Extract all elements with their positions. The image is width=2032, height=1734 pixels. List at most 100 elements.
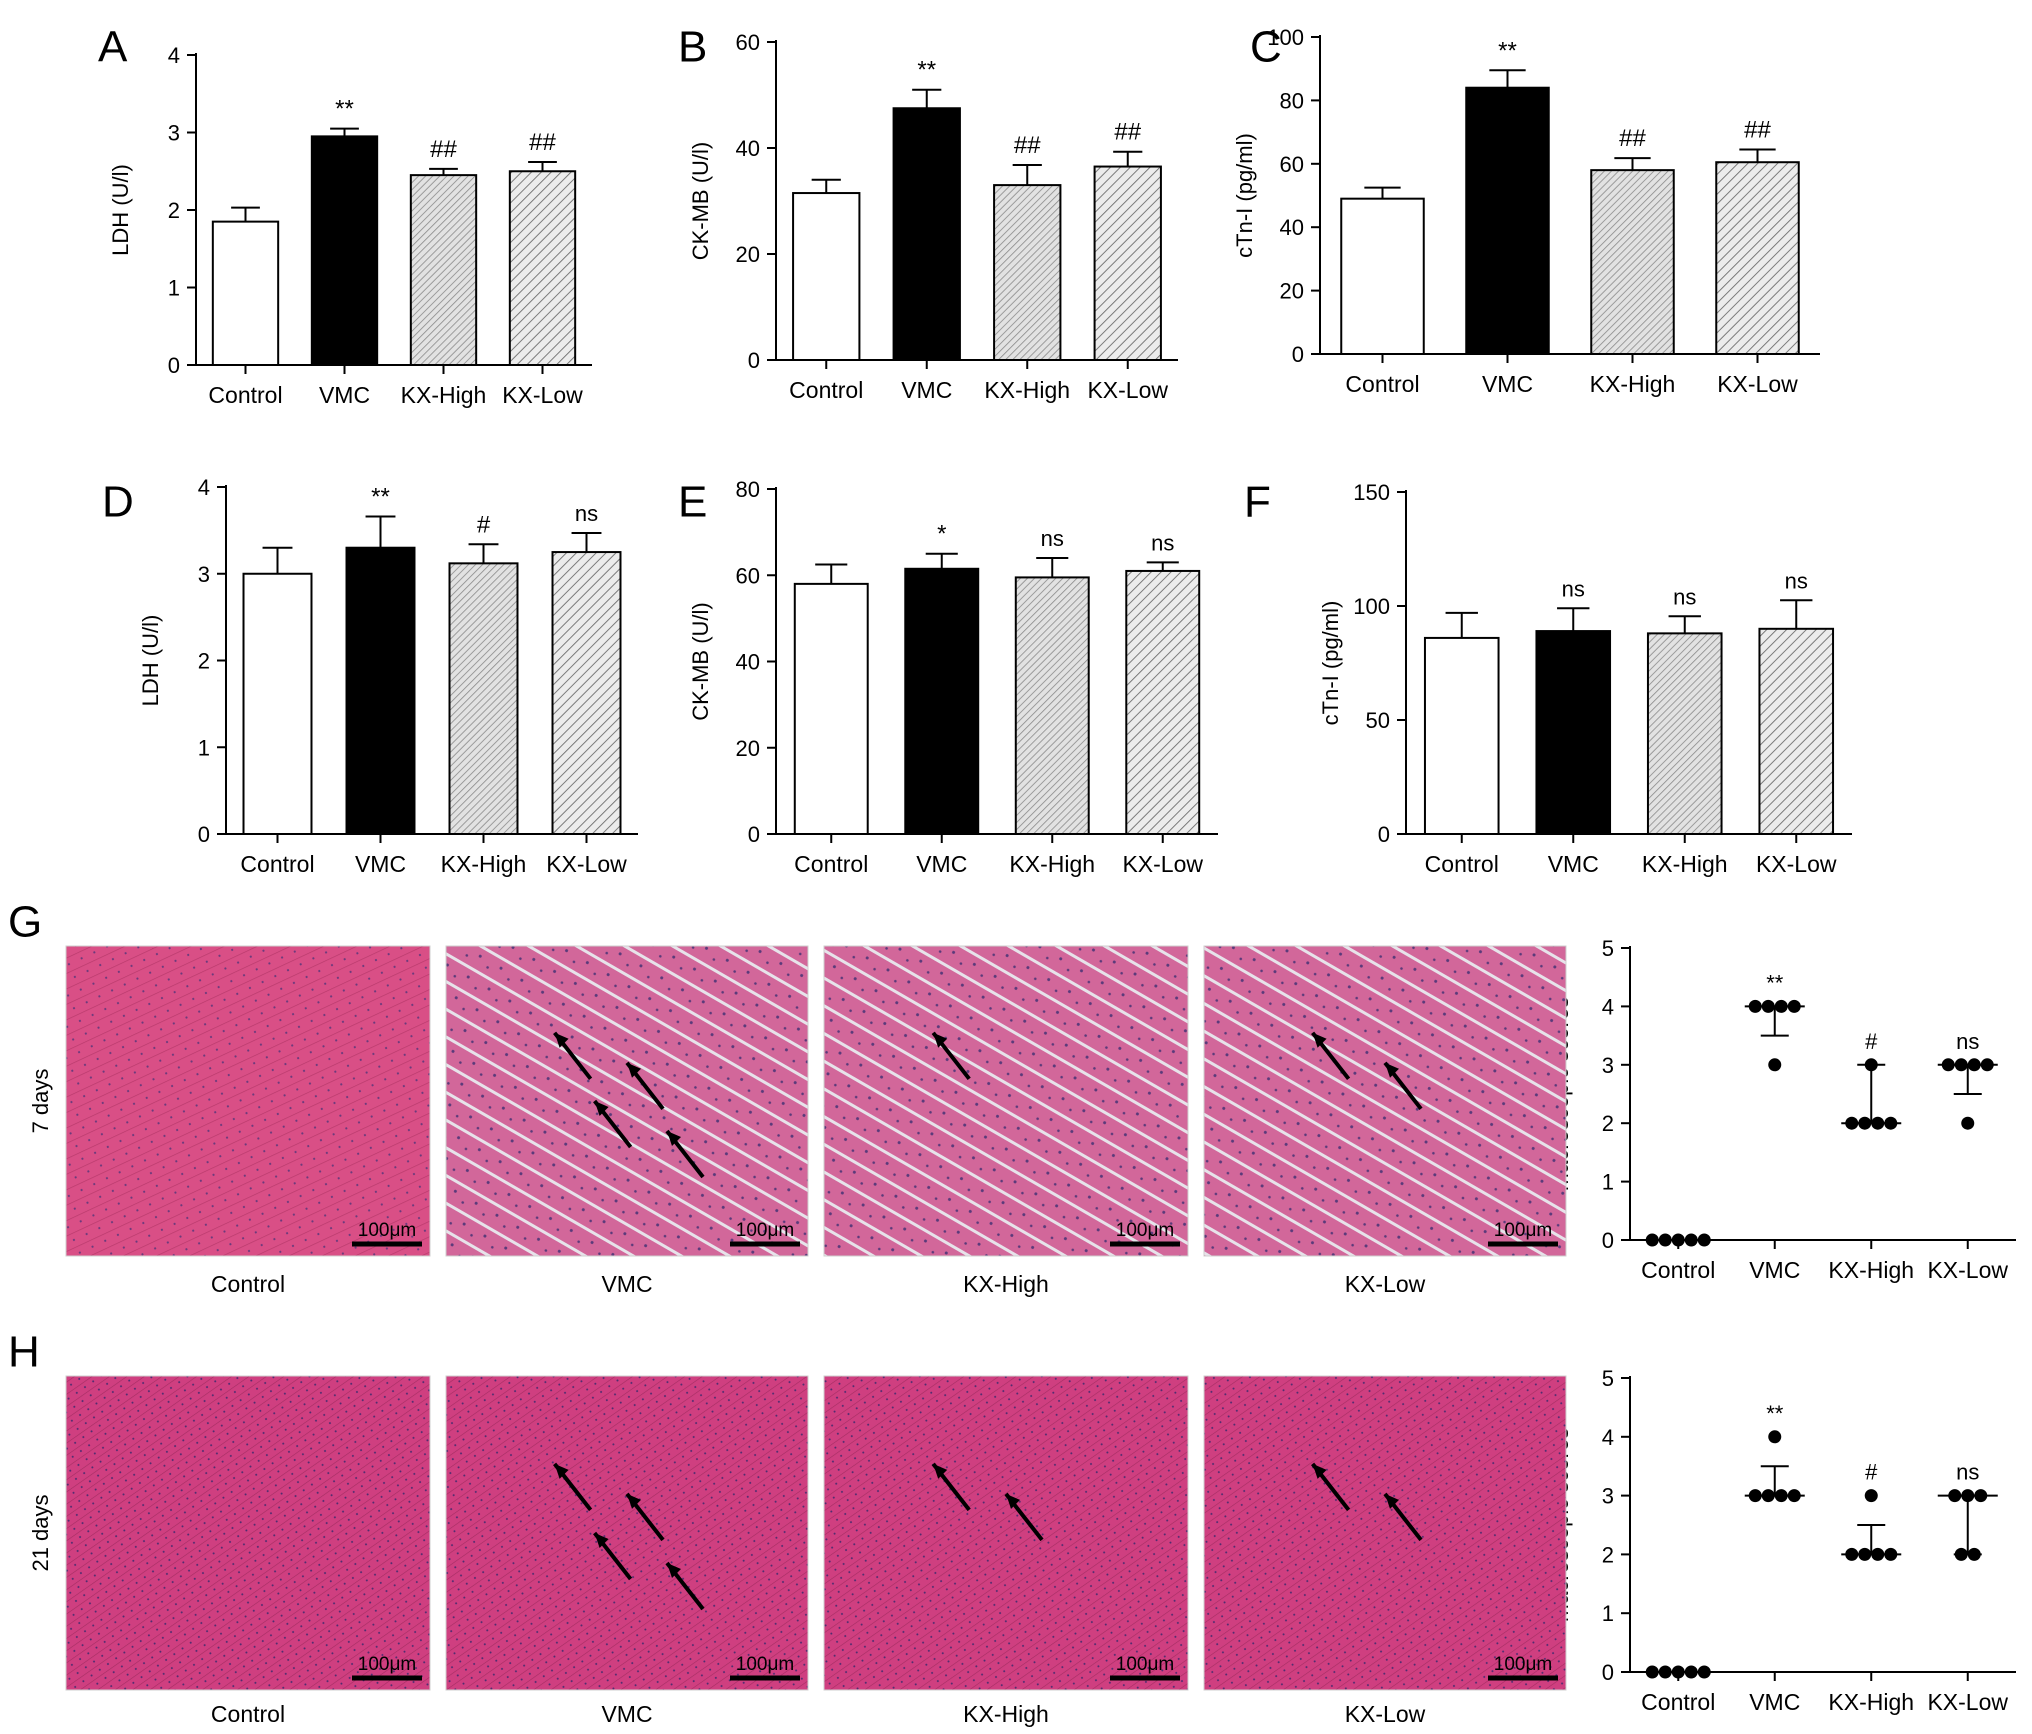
- panel-label: G: [8, 898, 42, 947]
- y-tick-label: 3: [1602, 1053, 1614, 1078]
- x-tick-label: KX-High: [441, 851, 527, 877]
- data-point: [1864, 1489, 1878, 1503]
- y-tick-label: 60: [736, 30, 760, 55]
- significance-label: ##: [1744, 117, 1771, 144]
- significance-label: *: [937, 521, 946, 548]
- y-axis-label: LDH (U/l): [108, 164, 133, 256]
- arrow-head-icon: [594, 1533, 609, 1548]
- significance-label: #: [1865, 1460, 1878, 1485]
- y-axis-label: CK-MB (U/l): [688, 602, 713, 721]
- significance-label: **: [917, 57, 936, 84]
- row-label: 21 days: [28, 1494, 53, 1571]
- significance-label: ns: [1041, 526, 1064, 551]
- bar: [1465, 86, 1550, 355]
- arrow-head-icon: [1312, 1032, 1327, 1048]
- panel-f-chart: F 0 50 100 150 cTn-I (pg/ml) Control VMC KX-High…: [1244, 478, 1852, 877]
- histology-image: [824, 1376, 1188, 1690]
- panel-a-chart: A 0 1 2 3 4 LDH (U/l) Control VMC KX-High KX-Low **…: [98, 23, 592, 408]
- significance-label: **: [371, 483, 390, 510]
- bar: [1014, 576, 1090, 835]
- image-caption: KX-High: [963, 1701, 1049, 1727]
- y-tick-label: 20: [736, 242, 760, 267]
- y-tick-label: 1: [168, 276, 180, 301]
- bar: [1646, 632, 1723, 835]
- arrow-head-icon: [627, 1493, 641, 1509]
- significance-label: #: [477, 511, 491, 538]
- bar: [1093, 165, 1162, 361]
- image-border: [65, 945, 431, 1257]
- histology-image: [446, 1376, 808, 1690]
- image-caption: KX-High: [963, 1271, 1049, 1297]
- arrow-head-icon: [1385, 1062, 1399, 1078]
- significance-label: ns: [1956, 1460, 1979, 1485]
- data-point: [1768, 1430, 1782, 1444]
- bar: [904, 567, 980, 835]
- panel-e-chart: E 0 20 40 60 80 CK-MB (U/l) Control VMC KX-High KX…: [678, 477, 1218, 877]
- y-tick-label: 1: [1602, 1170, 1614, 1195]
- bar: [892, 107, 961, 361]
- y-tick-label: 100: [1353, 594, 1390, 619]
- arrow-head-icon: [554, 1032, 569, 1048]
- y-tick-label: 0: [198, 822, 210, 847]
- bar: [1340, 197, 1425, 355]
- y-tick-label: 20: [1280, 279, 1304, 304]
- significance-label: ##: [529, 129, 556, 156]
- x-tick-label: KX-High: [1828, 1257, 1914, 1283]
- y-tick-label: 3: [168, 121, 180, 146]
- x-tick-label: VMC: [901, 377, 952, 403]
- y-tick-label: 80: [1280, 88, 1304, 113]
- bar: [211, 220, 280, 366]
- panel-b-chart: B 0 20 40 60 CK-MB (U/l) Control VMC KX-High KX-L…: [678, 23, 1178, 403]
- significance-label: ##: [430, 136, 457, 163]
- significance-label: ns: [1562, 576, 1585, 601]
- x-tick-label: Control: [1641, 1689, 1715, 1715]
- significance-label: ns: [1151, 530, 1174, 555]
- y-tick-label: 60: [736, 563, 760, 588]
- x-tick-label: KX-High: [1009, 851, 1095, 877]
- x-tick-label: KX-High: [401, 382, 487, 408]
- x-tick-label: VMC: [1749, 1257, 1800, 1283]
- y-tick-label: 100: [1267, 25, 1304, 50]
- x-tick-label: KX-Low: [546, 851, 627, 877]
- x-tick-label: KX-Low: [1927, 1257, 2008, 1283]
- y-tick-label: 0: [1602, 1228, 1614, 1253]
- x-tick-label: KX-Low: [1756, 851, 1837, 877]
- scale-bar-label: 100μm: [358, 1654, 416, 1675]
- y-tick-label: 20: [736, 736, 760, 761]
- panel-label: B: [678, 23, 707, 72]
- x-tick-label: Control: [789, 377, 863, 403]
- x-tick-label: KX-Low: [1122, 851, 1203, 877]
- x-tick-label: Control: [1641, 1257, 1715, 1283]
- scale-bar-label: 100μm: [736, 1220, 794, 1241]
- image-border: [1203, 1375, 1567, 1691]
- y-tick-label: 4: [168, 43, 180, 68]
- x-tick-label: KX-Low: [1927, 1689, 2008, 1715]
- bar: [242, 572, 313, 835]
- scale-bar-label: 100μm: [1494, 1654, 1552, 1675]
- panel-label: E: [678, 478, 707, 527]
- image-border: [1203, 945, 1567, 1257]
- significance-label: ns: [1785, 568, 1808, 593]
- x-tick-label: VMC: [319, 382, 370, 408]
- y-tick-label: 0: [1602, 1660, 1614, 1685]
- arrow-head-icon: [667, 1131, 681, 1146]
- bar: [345, 546, 416, 835]
- y-tick-label: 2: [1602, 1111, 1614, 1136]
- y-axis-label: cTn-I (pg/ml): [1232, 133, 1257, 258]
- bar: [448, 562, 519, 836]
- y-tick-label: 150: [1353, 480, 1390, 505]
- image-border: [445, 1375, 809, 1691]
- image-border: [823, 945, 1189, 1257]
- row-label: 7 days: [28, 1069, 53, 1134]
- image-border: [823, 1375, 1189, 1691]
- arrow-head-icon: [933, 1463, 948, 1479]
- arrow-head-icon: [1006, 1493, 1020, 1509]
- histology-image: [824, 946, 1188, 1256]
- y-tick-label: 2: [198, 649, 210, 674]
- y-tick-label: 0: [748, 822, 760, 847]
- y-tick-label: 4: [1602, 994, 1614, 1019]
- x-tick-label: Control: [240, 851, 314, 877]
- histology-row-2: 21 days 100μm Control 100μm VMC 100μm KX-High 1…: [28, 1375, 1567, 1727]
- image-caption: KX-Low: [1345, 1271, 1426, 1297]
